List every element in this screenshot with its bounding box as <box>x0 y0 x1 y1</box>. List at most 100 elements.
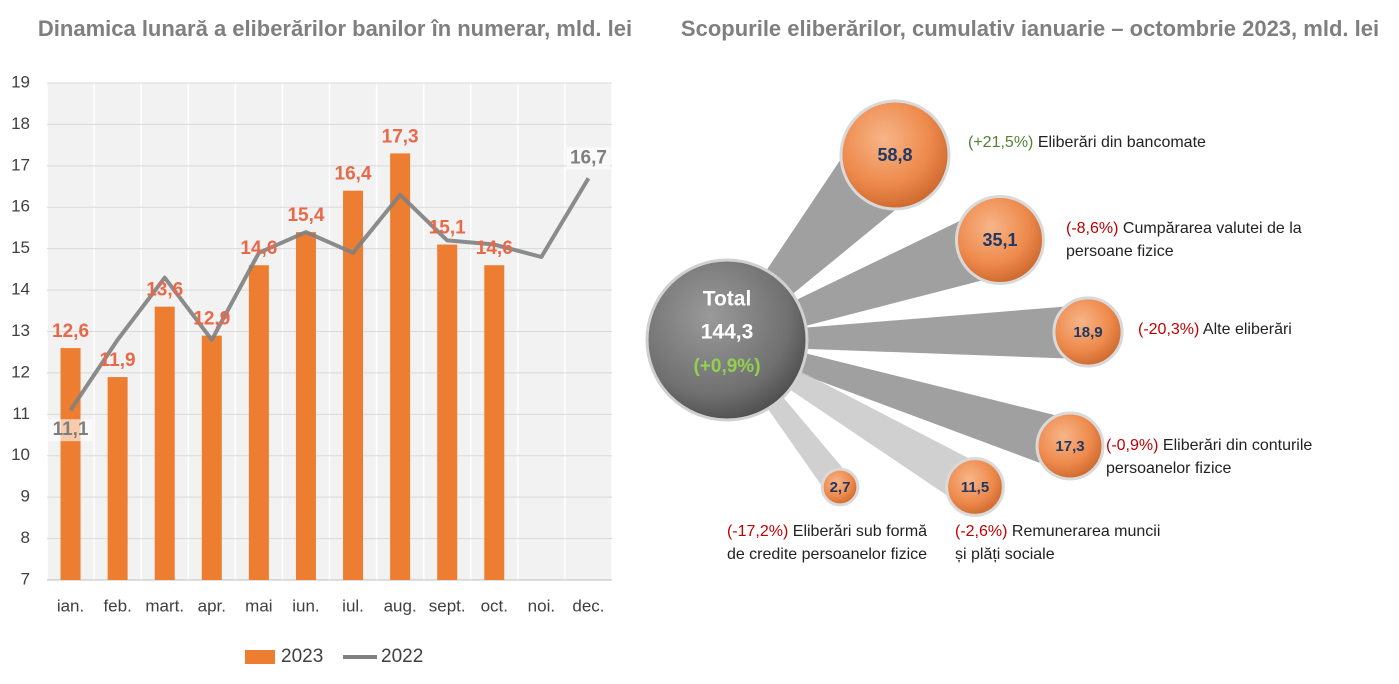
change-label: (-2,6%) <box>955 523 1008 540</box>
bubble-value: 35,1 <box>982 230 1017 250</box>
x-tick-label: aug. <box>384 596 417 615</box>
data-label: 16,7 <box>570 147 607 168</box>
bar <box>295 232 316 580</box>
y-tick-label: 19 <box>11 72 30 91</box>
category-name: Alte eliberări <box>1202 321 1292 338</box>
bar <box>437 244 458 580</box>
connector <box>725 334 1078 472</box>
category-label: (-0,9%) Eliberări din conturile persoane… <box>1106 434 1336 480</box>
data-label: 17,3 <box>382 126 419 147</box>
bar <box>248 265 269 580</box>
bubble-value: 17,3 <box>1055 438 1084 455</box>
bubble <box>1035 411 1105 481</box>
bubble-value: 58,8 <box>877 145 912 165</box>
category-label: (-8,6%) Cumpărarea valutei de la persoan… <box>1066 217 1326 263</box>
change-label: (-8,6%) <box>1066 220 1119 237</box>
bubble <box>1052 296 1124 368</box>
data-label: 11,1 <box>53 419 89 440</box>
bubble <box>820 467 860 507</box>
total-change: (+0,9%) <box>693 356 760 377</box>
x-tick-label: mart. <box>145 596 184 615</box>
category-name: Eliberări sub formă de credite persoanel… <box>726 523 928 563</box>
bar <box>343 190 364 580</box>
label-box: (-8,6%) Cumpărarea valutei de la persoan… <box>1066 217 1326 263</box>
line <box>68 177 591 412</box>
x-tick-label: feb. <box>103 596 131 615</box>
label-bg <box>48 419 93 442</box>
x-tick-label: iun. <box>292 596 319 615</box>
y-tick-label: 15 <box>11 238 30 257</box>
data-label: 15,1 <box>429 218 466 239</box>
y-tick-label: 11 <box>12 404 30 423</box>
y-tick-label: 13 <box>11 321 30 340</box>
bar <box>107 377 128 580</box>
legend-label: 2022 <box>381 646 423 667</box>
y-tick-label: 8 <box>21 528 30 547</box>
legend-swatch <box>245 650 275 664</box>
bar <box>154 306 175 580</box>
y-tick-label: 18 <box>11 114 30 133</box>
legend-label: 2023 <box>281 646 323 667</box>
data-label: 12,6 <box>52 321 89 342</box>
change-label: (+21,5%) <box>968 134 1034 151</box>
y-tick-label: 14 <box>11 280 30 299</box>
total-name: Total <box>703 288 752 311</box>
data-label: 11,9 <box>100 350 136 371</box>
label-box: (+21,5%) Eliberări din bancomate <box>968 131 1268 154</box>
data-label: 15,4 <box>287 205 324 226</box>
change-label: (-0,9%) <box>1106 437 1159 454</box>
x-tick-label: dec. <box>572 596 604 615</box>
bar <box>201 335 222 580</box>
total-bubble <box>645 258 809 422</box>
x-tick-label: noi. <box>528 596 555 615</box>
change-label: (-20,3%) <box>1138 321 1200 338</box>
title-box: Dinamica lunară a eliberărilor banilor î… <box>37 16 633 41</box>
data-label: 14,6 <box>240 238 277 259</box>
category-name: Remunerarea muncii și plăți sociale <box>955 523 1161 563</box>
y-tick-label: 17 <box>11 155 30 174</box>
category-name: Eliberări din bancomate <box>1037 134 1206 151</box>
bar <box>390 153 411 581</box>
x-tick-label: ian. <box>57 596 84 615</box>
bubble-value: 2,7 <box>830 479 851 496</box>
bubble-value: 11,5 <box>961 479 989 496</box>
bar <box>484 265 505 580</box>
total-value: 144,3 <box>701 321 754 344</box>
label-box: (-0,9%) Eliberări din conturile persoane… <box>1106 434 1336 480</box>
data-label: 14,6 <box>476 238 513 259</box>
data-label: 16,4 <box>335 164 372 185</box>
data-label: 12,9 <box>193 309 230 330</box>
bubble <box>954 194 1046 286</box>
connector <box>726 304 1089 360</box>
y-tick-label: 7 <box>21 569 30 588</box>
label-box: (-20,3%) Alte eliberări <box>1138 318 1358 341</box>
y-tick-label: 16 <box>11 197 30 216</box>
x-tick-label: apr. <box>198 596 226 615</box>
bubble-value: 18,9 <box>1073 324 1102 341</box>
x-tick-label: sept. <box>429 596 466 615</box>
category-label: (-2,6%) Remunerarea muncii și plăți soci… <box>955 520 1165 566</box>
x-tick-label: iul. <box>342 596 364 615</box>
chart-title: Dinamica lunară a eliberărilor banilor î… <box>37 16 633 41</box>
change-label: (-17,2%) <box>726 523 789 540</box>
x-tick-label: mai <box>245 596 272 615</box>
category-label: (+21,5%) Eliberări din bancomate <box>968 131 1268 154</box>
y-tick-label: 12 <box>11 362 30 381</box>
category-label: (-20,3%) Alte eliberări <box>1138 318 1358 341</box>
y-tick-label: 9 <box>21 487 30 506</box>
label-box: (-17,2%) Eliberări sub formă de credite … <box>722 520 932 566</box>
category-label: (-17,2%) Eliberări sub formă de credite … <box>722 520 932 566</box>
category-name: Cumpărarea valutei de la persoane fizice <box>1066 220 1302 260</box>
category-name: Eliberări din conturile persoanelor fizi… <box>1106 437 1313 477</box>
bubble <box>839 99 951 211</box>
x-tick-label: oct. <box>481 596 508 615</box>
label-box: (-2,6%) Remunerarea muncii și plăți soci… <box>955 520 1165 566</box>
bubble <box>945 457 1005 517</box>
label-bg <box>566 147 611 170</box>
title-box: Scopurile eliberărilor, cumulativ ianuar… <box>680 16 1380 41</box>
chart-title: Scopurile eliberărilor, cumulativ ianuar… <box>680 16 1380 41</box>
bar <box>60 348 81 580</box>
y-tick-label: 10 <box>11 445 30 464</box>
data-label: 13,6 <box>146 280 183 301</box>
